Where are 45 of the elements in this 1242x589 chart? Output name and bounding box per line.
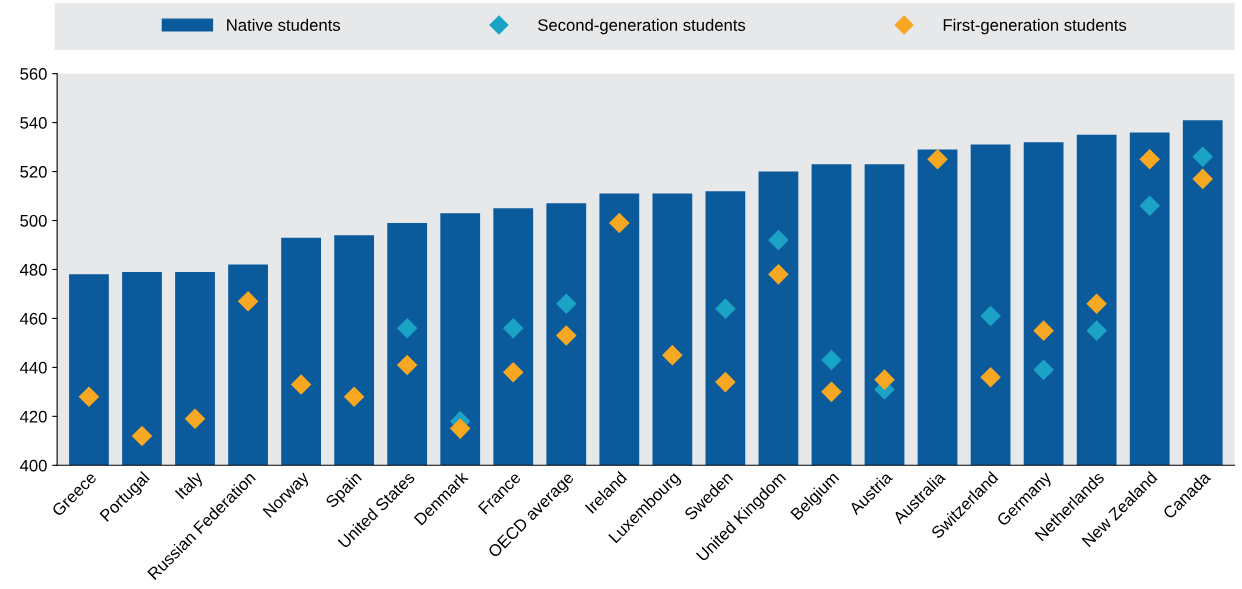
point — [237, 290, 259, 312]
point — [396, 317, 418, 339]
legend-label: First-generation students — [943, 18, 1127, 35]
y-tick-label: 400 — [19, 459, 47, 472]
y-tick-label: 440 — [19, 361, 47, 374]
point — [1139, 149, 1160, 170]
y-tick-label: 520 — [20, 165, 47, 178]
point — [609, 212, 630, 234]
legend-label: Native students — [227, 18, 341, 31]
y-tick-label: 500 — [20, 214, 47, 227]
y-tick-label: 480 — [19, 263, 47, 276]
point — [184, 408, 206, 430]
point — [343, 386, 365, 408]
point — [396, 354, 418, 376]
point — [1192, 146, 1214, 168]
point — [715, 298, 736, 319]
point — [662, 344, 683, 366]
y-tick-label: 540 — [20, 116, 47, 129]
point — [874, 369, 895, 390]
point — [980, 305, 1001, 327]
point — [1086, 320, 1107, 341]
point — [555, 293, 577, 315]
point — [1033, 320, 1054, 341]
point — [1192, 168, 1214, 190]
point — [927, 149, 948, 170]
point — [768, 264, 789, 285]
point — [290, 374, 312, 395]
point — [1033, 359, 1054, 381]
point — [821, 381, 842, 403]
point — [131, 425, 153, 447]
point — [502, 317, 524, 339]
point — [78, 386, 100, 408]
point — [715, 371, 736, 393]
point — [502, 361, 524, 383]
point — [768, 229, 789, 251]
y-tick-label: 420 — [19, 410, 47, 423]
point — [1139, 195, 1160, 217]
legend-label: Second-generation students — [538, 18, 746, 35]
point — [555, 325, 577, 346]
point — [449, 418, 471, 439]
point — [1086, 293, 1107, 315]
y-tick-label: 560 — [20, 68, 47, 80]
y-tick-label: 460 — [19, 312, 47, 325]
point — [980, 366, 1001, 388]
point — [821, 349, 842, 371]
